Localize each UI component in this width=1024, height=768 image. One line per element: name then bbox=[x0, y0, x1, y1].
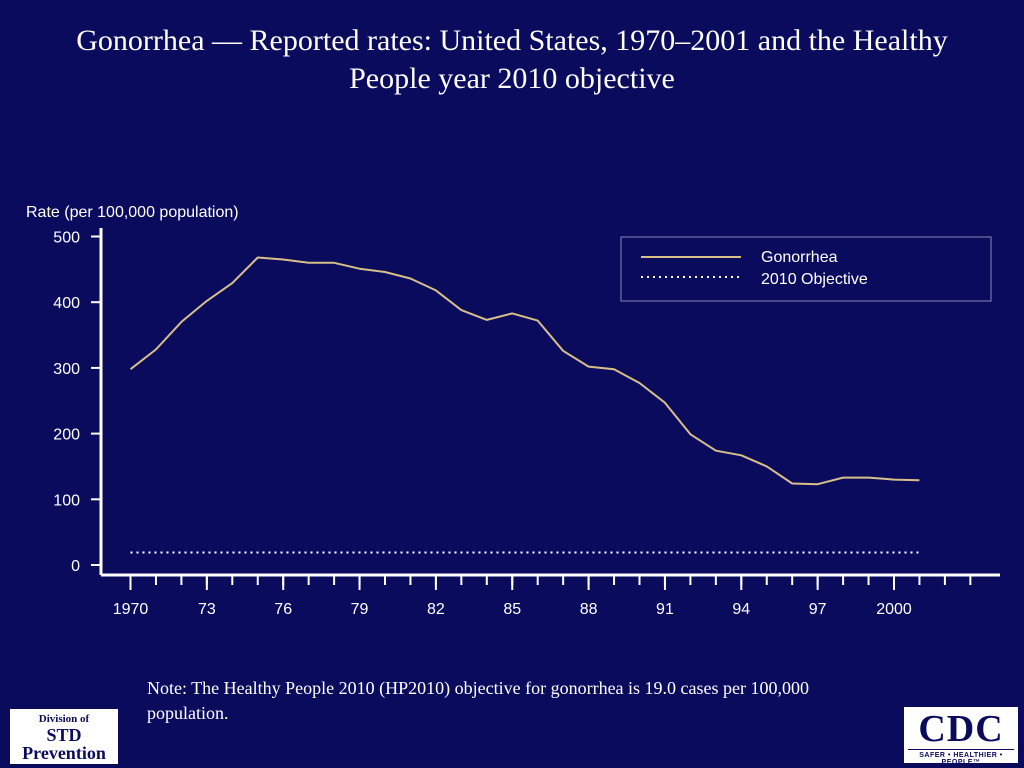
x-tick-label: 73 bbox=[198, 601, 216, 618]
x-tick-label: 1970 bbox=[113, 601, 149, 618]
legend-box bbox=[620, 236, 992, 302]
x-tick-label: 91 bbox=[656, 601, 674, 618]
x-tick-label: 2000 bbox=[876, 601, 912, 618]
x-tick-label: 88 bbox=[580, 601, 598, 618]
x-tick-label: 94 bbox=[732, 601, 750, 618]
x-tick-label: 97 bbox=[809, 601, 827, 618]
cdc-logo: CDC SAFER • HEALTHIER • PEOPLE™ bbox=[904, 707, 1018, 766]
axes: 0 100 200 300 400 500 1970 73 76 79 82 85 88 91 94 97 20… bbox=[53, 228, 1000, 618]
legend: Gonorrhea 2010 Objective bbox=[620, 236, 992, 302]
std-prevention-logo: Division of STD Prevention bbox=[10, 709, 118, 764]
x-tick-label: 82 bbox=[427, 601, 445, 618]
x-tick-label: 79 bbox=[351, 601, 369, 618]
y-tick-label: 500 bbox=[53, 230, 80, 247]
y-tick-label: 300 bbox=[53, 361, 80, 378]
series-group bbox=[129, 256, 920, 554]
footnote: Note: The Healthy People 2010 (HP2010) o… bbox=[147, 678, 810, 723]
y-tick-label: 400 bbox=[53, 295, 80, 312]
y-axis-label: Rate (per 100,000 population) bbox=[26, 204, 239, 221]
chart-title: Gonorrhea — Reported rates: United State… bbox=[76, 24, 948, 95]
y-tick-label: 200 bbox=[53, 427, 80, 444]
y-tick-label: 0 bbox=[71, 558, 80, 575]
x-tick-label: 85 bbox=[503, 601, 521, 618]
legend-label-objective: 2010 Objective bbox=[761, 271, 868, 288]
legend-label-gonorrhea: Gonorrhea bbox=[761, 249, 838, 266]
x-tick-label: 76 bbox=[274, 601, 292, 618]
series-line-gonorrhea bbox=[129, 256, 920, 486]
y-tick-label: 100 bbox=[53, 492, 80, 509]
